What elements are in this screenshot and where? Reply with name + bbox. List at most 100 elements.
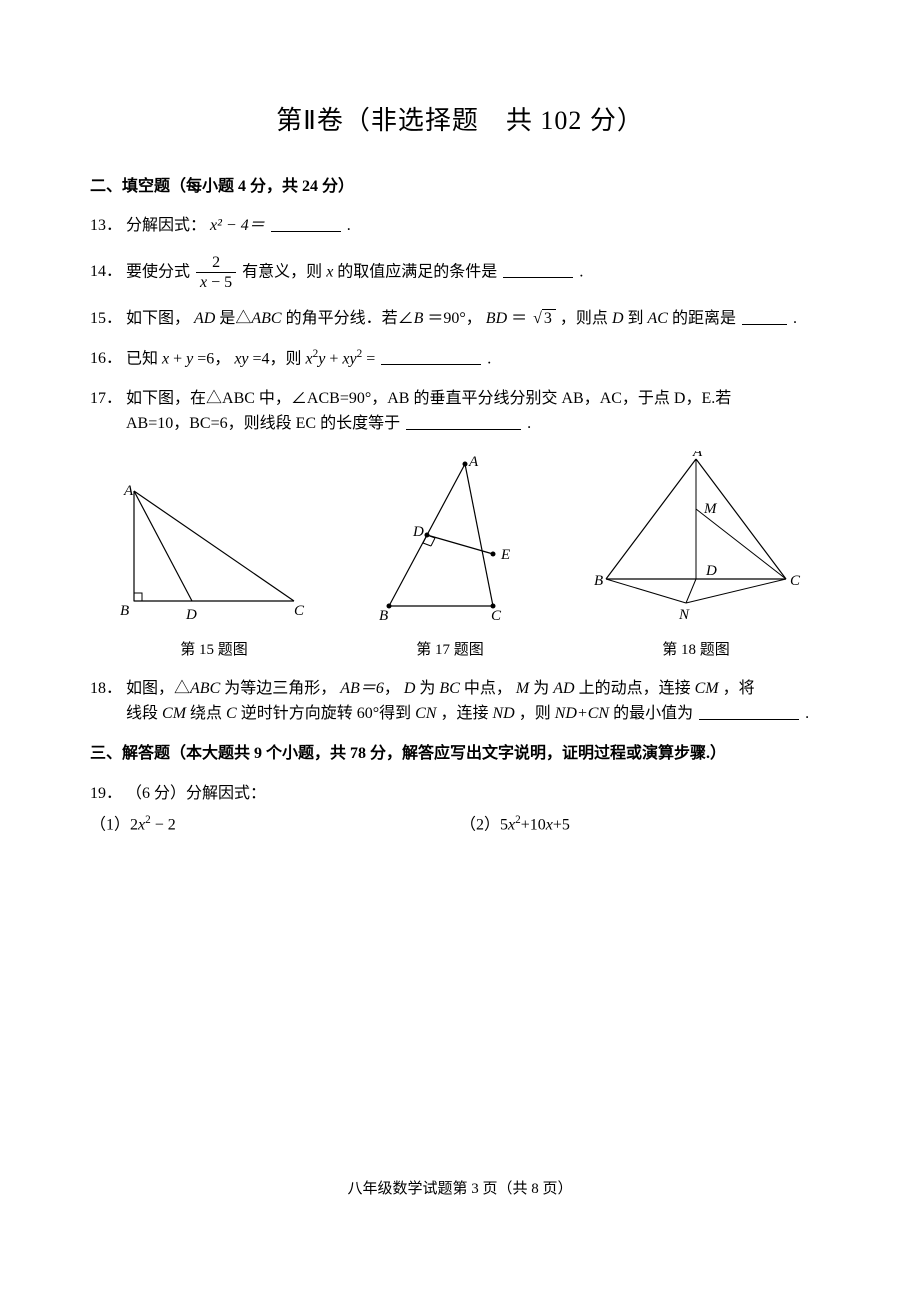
q16-eq4: =4，则 [249,350,306,367]
q14-tail: . [579,263,583,280]
question-14: 14． 要使分式 2 x − 5 有意义，则 x 的取值应满足的条件是 . [90,253,830,292]
q13-text-a: 分解因式： [126,217,206,234]
fig17-caption: 第 17 题图 [375,638,525,662]
svg-text:E: E [500,547,510,563]
q18-l2e: ，则 [519,705,551,722]
question-13: 13． 分解因式： x² − 4＝ . [90,213,830,239]
q17-blank [406,429,521,430]
q18-ND: ND [492,705,514,722]
q13-blank [271,231,341,232]
q15-d: ＝90°， [427,310,481,327]
q18-a: 如图，△ [126,680,190,697]
svg-text:D: D [705,563,717,579]
q15-blank [742,324,787,325]
fig18-caption: 第 18 题图 [586,638,806,662]
question-15: 15． 如下图， AD 是△ABC 的角平分线．若∠B ＝90°， BD ＝ √… [90,306,830,332]
page-title: 第Ⅱ卷（非选择题 共 102 分） [90,100,830,142]
q15-num: 15． [90,306,122,332]
q18-g: 上的动点，连接 [579,680,691,697]
q18-h: ，将 [723,680,755,697]
q16-xy2: xy [342,350,356,367]
q17-tail: . [527,415,531,432]
q16-a: 已知 [126,350,158,367]
figure-15: ABDC 第 15 题图 [114,481,314,662]
q17-a: 如下图，在△ABC 中，∠ACB=90°，AB 的垂直平分线分别交 AB，AC，… [126,390,731,407]
q18-NDCN: ND+CN [555,705,609,722]
fig17-svg: A D E B C [375,456,525,626]
svg-text:C: C [491,608,502,624]
svg-text:A: A [123,483,134,499]
q18-AD: AD [553,680,574,697]
q14-fraction: 2 x − 5 [196,253,236,292]
question-18: 18． 如图，△ABC 为等边三角形， AB＝6， D 为 BC 中点， M 为… [90,676,830,727]
page-footer: 八年级数学试题第 3 页（共 8 页） [0,1177,920,1201]
q18-CM: CM [695,680,719,697]
svg-text:C: C [790,573,801,589]
figure-row: ABDC 第 15 题图 ADEBC 第 17 题图 AMDBCN 第 18 题… [114,451,806,662]
q15-D: D [612,310,624,327]
q18-d: 为 [419,680,435,697]
svg-text:C: C [294,603,305,619]
svg-text:B: B [120,603,129,619]
figure-17: A D E B C 第 17 题图 [375,456,525,662]
q17-num: 17． [90,386,122,412]
q18-l2f: 的最小值为 [613,705,693,722]
q16-tail: . [487,350,491,367]
q14-x: x [326,263,333,280]
q16-xy: xy [234,350,248,367]
q14-frac-den-tail: − 5 [207,274,232,291]
q18-D: D [404,680,416,697]
q16-plus2: + [325,350,342,367]
q16-num: 16． [90,346,122,372]
svg-text:D: D [412,524,424,540]
q18-line2: 线段 CM 绕点 C 逆时针方向旋转 60°得到 CN ，连接 ND ，则 ND… [126,701,830,727]
q17-b: AB=10，BC=6，则线段 EC 的长度等于 [126,415,400,432]
q15-AC: AC [648,310,668,327]
svg-text:D: D [185,607,197,623]
figure-18: AMDBCN 第 18 题图 [586,451,806,662]
q14-frac-den: x − 5 [196,272,236,292]
q18-ABeq: AB＝6 [340,680,384,697]
svg-text:A: A [468,456,479,470]
q18-l2d: ，连接 [440,705,488,722]
q19-num: 19． [90,781,122,807]
exam-page: 第Ⅱ卷（非选择题 共 102 分） 二、填空题（每小题 4 分，共 24 分） … [0,0,920,1301]
svg-text:B: B [594,573,603,589]
q18-tail: . [805,705,809,722]
q13-expr: x² − 4＝ [210,217,265,234]
q16-plus: + [169,350,186,367]
q18-f: 为 [533,680,549,697]
svg-text:M: M [703,501,718,517]
section-2-heading: 二、填空题（每小题 4 分，共 24 分） [90,174,830,200]
q13-tail: . [347,217,351,234]
svg-text:N: N [678,607,690,623]
q15-f: ，则点 [560,310,608,327]
q15-B: B [414,310,424,327]
q15-e: ＝ [511,310,527,327]
svg-text:B: B [379,608,388,624]
q15-radicand: 3 [542,309,556,327]
q18-b: 为等边三角形， [224,680,336,697]
q18-num: 18． [90,676,122,702]
fig15-svg: A B D C [114,481,314,626]
question-16: 16． 已知 x + y =6， xy =4，则 x2y + xy2 = . [90,346,830,372]
q18-M: M [516,680,529,697]
q15-a: 如下图， [126,310,190,327]
q19-part2: （2）5x2+10x+5 [460,812,830,838]
fig18-svg: AMDBCN [586,451,806,626]
q18-l2c: 逆时针方向旋转 60°得到 [241,705,411,722]
q15-AD: AD [194,310,215,327]
q18-CM2: CM [162,705,186,722]
q15-c: 的角平分线．若∠ [286,310,414,327]
q14-text-c: 的取值应满足的条件是 [337,263,497,280]
section-3-heading: 三、解答题（本大题共 9 个小题，共 78 分，解答应写出文字说明，证明过程或演… [90,741,830,767]
q15-g: 到 [628,310,644,327]
q15-ABC: ABC [251,310,281,327]
q18-BC: BC [439,680,459,697]
q14-num: 14． [90,259,122,285]
q15-BD: BD [486,310,507,327]
q18-l2a: 线段 [126,705,158,722]
q14-blank [503,277,573,278]
q15-sqrt: √3 [531,306,556,332]
q17-line2: AB=10，BC=6，则线段 EC 的长度等于 . [126,411,830,437]
